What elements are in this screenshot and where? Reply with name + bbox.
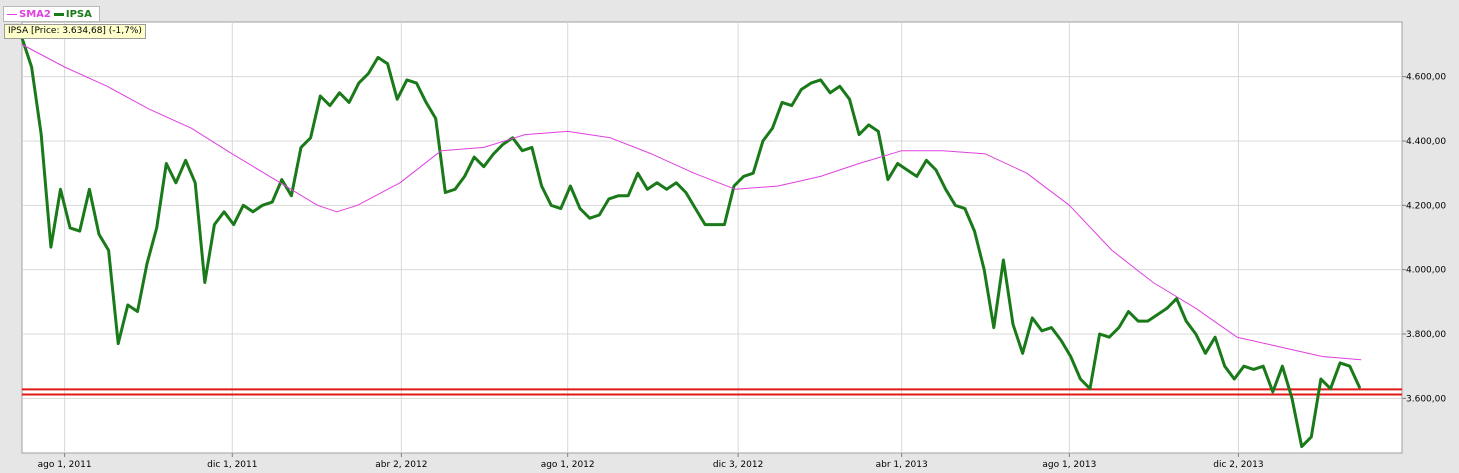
y-tick-label: 4.600,00 (1406, 73, 1446, 83)
x-tick-label: dic 1, 2011 (207, 460, 257, 470)
x-tick-label: dic 2, 2013 (1213, 460, 1263, 470)
y-tick-label: 3.600,00 (1406, 394, 1446, 404)
chart-legend: SMA2 IPSA (3, 6, 100, 22)
x-tick-label: ago 1, 2012 (541, 460, 595, 470)
x-tick-label: ago 1, 2013 (1042, 460, 1096, 470)
legend-label-ipsa: IPSA (65, 8, 92, 20)
y-tick-label: 4.000,00 (1406, 266, 1446, 276)
series-line-sma2 (21, 44, 1362, 361)
legend-item-ipsa[interactable]: IPSA (53, 8, 92, 20)
y-tick-label: 3.800,00 (1406, 330, 1446, 340)
plot-area (21, 21, 1403, 454)
legend-label-sma: SMA2 (19, 8, 51, 20)
price-tooltip: IPSA [Price: 3.634,68] (-1,7%) (4, 24, 146, 39)
x-tick-label: dic 3, 2012 (713, 460, 763, 470)
series-line-ipsa (20, 36, 1361, 449)
x-tick-label: ago 1, 2011 (38, 460, 92, 470)
x-tick-label: abr 1, 2013 (876, 460, 928, 470)
legend-item-sma[interactable]: SMA2 (7, 9, 51, 20)
y-tick-label: 4.400,00 (1406, 137, 1446, 147)
legend-swatch-ipsa (53, 12, 64, 16)
y-tick-label: 4.200,00 (1406, 201, 1446, 211)
x-tick-label: abr 2, 2012 (375, 460, 427, 470)
legend-swatch-sma (7, 13, 17, 15)
